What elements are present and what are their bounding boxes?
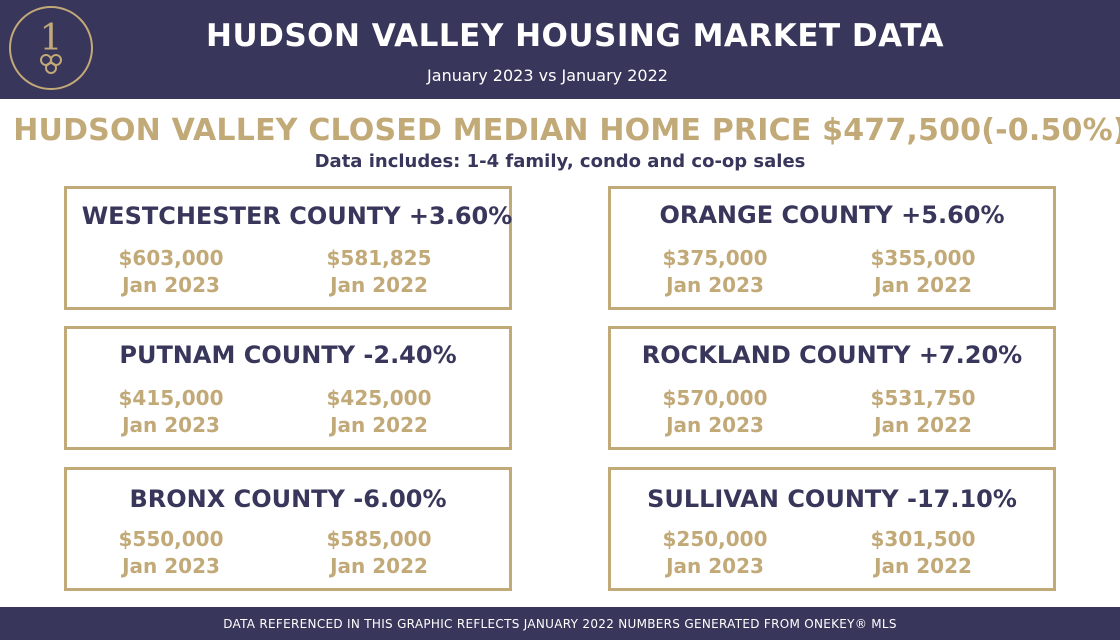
county-card-putnam: PUTNAM COUNTY -2.40% $415,000 Jan 2023 $… bbox=[64, 326, 512, 450]
period-2023: Jan 2023 bbox=[666, 413, 764, 437]
county-card-bronx: BRONX COUNTY -6.00% $550,000 Jan 2023 $5… bbox=[64, 467, 512, 591]
period-2022: Jan 2022 bbox=[330, 273, 428, 297]
price-2022-block: $355,000 Jan 2022 bbox=[823, 245, 1023, 299]
period-2022: Jan 2022 bbox=[874, 413, 972, 437]
period-2023: Jan 2023 bbox=[122, 554, 220, 578]
county-title: PUTNAM COUNTY -2.40% bbox=[119, 341, 457, 369]
grape-logo-icon: 1 bbox=[40, 18, 63, 74]
price-2022-block: $425,000 Jan 2022 bbox=[279, 385, 479, 439]
county-title: ORANGE COUNTY +5.60% bbox=[659, 201, 1005, 229]
period-2023: Jan 2023 bbox=[122, 273, 220, 297]
county-title: WESTCHESTER COUNTY +3.60% bbox=[81, 202, 513, 230]
price-2023: $550,000 bbox=[118, 527, 224, 551]
period-2023: Jan 2023 bbox=[666, 554, 764, 578]
data-includes-note: Data includes: 1-4 family, condo and co-… bbox=[314, 151, 806, 172]
price-2022-block: $581,825 Jan 2022 bbox=[279, 245, 479, 299]
price-2023: $250,000 bbox=[662, 527, 768, 551]
period-2022: Jan 2022 bbox=[330, 413, 428, 437]
price-2023-block: $375,000 Jan 2023 bbox=[615, 245, 815, 299]
page-subtitle: January 2023 vs January 2022 bbox=[427, 66, 668, 85]
county-title: SULLIVAN COUNTY -17.10% bbox=[647, 485, 1017, 513]
price-2022-block: $531,750 Jan 2022 bbox=[823, 385, 1023, 439]
county-card-rockland: ROCKLAND COUNTY +7.20% $570,000 Jan 2023… bbox=[608, 326, 1056, 450]
period-2022: Jan 2022 bbox=[874, 554, 972, 578]
county-title: BRONX COUNTY -6.00% bbox=[129, 485, 447, 513]
header-banner: 1 HUDSON VALLEY HOUSING MARKET DATA Janu… bbox=[0, 0, 1120, 99]
price-2022: $585,000 bbox=[326, 527, 432, 551]
footer-disclaimer: DATA REFERENCED IN THIS GRAPHIC REFLECTS… bbox=[0, 607, 1120, 640]
median-price-headline: HUDSON VALLEY CLOSED MEDIAN HOME PRICE $… bbox=[13, 113, 1120, 148]
price-2023: $570,000 bbox=[662, 386, 768, 410]
county-title: ROCKLAND COUNTY +7.20% bbox=[641, 341, 1023, 369]
price-2023-block: $603,000 Jan 2023 bbox=[71, 245, 271, 299]
county-card-westchester: WESTCHESTER COUNTY +3.60% $603,000 Jan 2… bbox=[64, 186, 512, 310]
county-card-sullivan: SULLIVAN COUNTY -17.10% $250,000 Jan 202… bbox=[608, 467, 1056, 591]
logo-numeral: 1 bbox=[40, 18, 63, 59]
page-title: HUDSON VALLEY HOUSING MARKET DATA bbox=[206, 18, 944, 54]
price-2022: $301,500 bbox=[870, 527, 976, 551]
price-2023-block: $570,000 Jan 2023 bbox=[615, 385, 815, 439]
price-2023-block: $550,000 Jan 2023 bbox=[71, 526, 271, 580]
price-2023: $603,000 bbox=[118, 246, 224, 270]
period-2022: Jan 2022 bbox=[874, 273, 972, 297]
price-2023: $415,000 bbox=[118, 386, 224, 410]
brand-logo: 1 bbox=[9, 6, 93, 90]
price-2023-block: $250,000 Jan 2023 bbox=[615, 526, 815, 580]
price-2023: $375,000 bbox=[662, 246, 768, 270]
price-2022: $355,000 bbox=[870, 246, 976, 270]
county-card-orange: ORANGE COUNTY +5.60% $375,000 Jan 2023 $… bbox=[608, 186, 1056, 310]
price-2022-block: $585,000 Jan 2022 bbox=[279, 526, 479, 580]
price-2022: $581,825 bbox=[326, 246, 432, 270]
price-2023-block: $415,000 Jan 2023 bbox=[71, 385, 271, 439]
price-2022: $425,000 bbox=[326, 386, 432, 410]
price-2022-block: $301,500 Jan 2022 bbox=[823, 526, 1023, 580]
period-2023: Jan 2023 bbox=[122, 413, 220, 437]
period-2023: Jan 2023 bbox=[666, 273, 764, 297]
price-2022: $531,750 bbox=[870, 386, 976, 410]
period-2022: Jan 2022 bbox=[330, 554, 428, 578]
